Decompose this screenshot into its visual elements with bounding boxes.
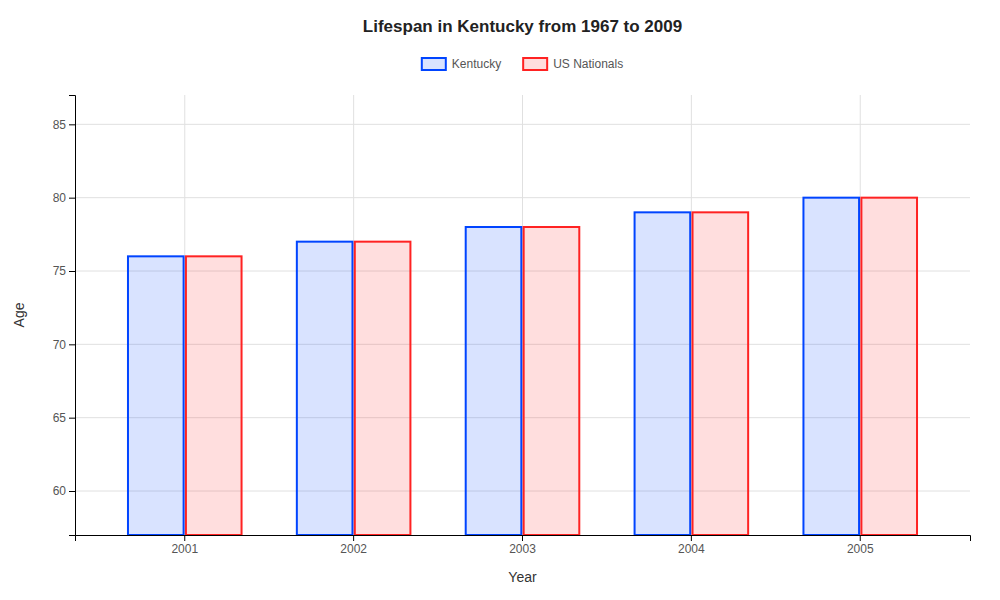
x-tick-mark (860, 535, 861, 541)
x-tick-label: 2002 (340, 542, 367, 556)
y-tick-label: 80 (53, 191, 67, 205)
y-tick: 85 (53, 118, 75, 132)
bar (186, 256, 242, 535)
x-tick-mark (522, 535, 523, 541)
y-tick-mark (69, 418, 75, 419)
x-tick-mark (353, 535, 354, 541)
chart: 2001 2002 2003 2004 2005 60 65 70 75 80 85 Year Age L… (0, 0, 1000, 600)
bar (128, 256, 184, 535)
y-tick: 80 (53, 191, 75, 205)
legend-label: Kentucky (452, 57, 501, 71)
x-tick-label: 2005 (847, 542, 874, 556)
y-tick-mark (69, 271, 75, 272)
y-tick-mark (69, 344, 75, 345)
y-tick-mark (69, 198, 75, 199)
legend-swatch (422, 58, 446, 70)
bar (466, 227, 522, 535)
x-tick: 2003 (509, 535, 536, 556)
y-tick-mark (69, 124, 75, 125)
y-tick: 75 (53, 264, 75, 278)
grid (75, 95, 970, 535)
legend-label: US Nationals (553, 57, 623, 71)
y-axis: 60 65 70 75 80 85 (53, 96, 76, 536)
x-tick-label: 2001 (171, 542, 198, 556)
x-tick-mark (184, 535, 185, 541)
x-tick: 2002 (340, 535, 367, 556)
y-tick: 65 (53, 411, 75, 425)
bar-series (186, 198, 917, 535)
legend: Kentucky US Nationals (422, 57, 623, 71)
x-tick: 2004 (678, 535, 705, 556)
bar (803, 198, 859, 535)
x-axis-title: Year (508, 569, 537, 585)
x-tick: 2005 (847, 535, 874, 556)
y-tick: 70 (53, 338, 75, 352)
y-tick-label: 70 (53, 338, 67, 352)
y-tick-label: 60 (53, 484, 67, 498)
bar (297, 242, 353, 535)
x-axis: 2001 2002 2003 2004 2005 (76, 535, 971, 556)
x-tick-label: 2004 (678, 542, 705, 556)
legend-item: Kentucky (422, 57, 501, 71)
y-axis-title: Age (11, 302, 27, 327)
y-tick-mark (69, 491, 75, 492)
bar (355, 242, 411, 535)
x-tick-mark (691, 535, 692, 541)
y-tick-label: 75 (53, 264, 67, 278)
bar (635, 212, 691, 535)
bar (861, 198, 917, 535)
bar-series (128, 198, 859, 535)
plot: 2001 2002 2003 2004 2005 60 65 70 75 80 85 (53, 95, 971, 556)
legend-item: US Nationals (523, 57, 623, 71)
y-tick-label: 65 (53, 411, 67, 425)
y-axis-line (69, 96, 76, 536)
bar (693, 212, 749, 535)
x-axis-line (76, 536, 971, 542)
bar (524, 227, 580, 535)
x-tick: 2001 (171, 535, 198, 556)
legend-swatch (523, 58, 547, 70)
y-tick: 60 (53, 484, 75, 498)
bars (128, 198, 917, 535)
y-tick-label: 85 (53, 118, 67, 132)
title: Lifespan in Kentucky from 1967 to 2009 (363, 17, 682, 36)
x-tick-label: 2003 (509, 542, 536, 556)
